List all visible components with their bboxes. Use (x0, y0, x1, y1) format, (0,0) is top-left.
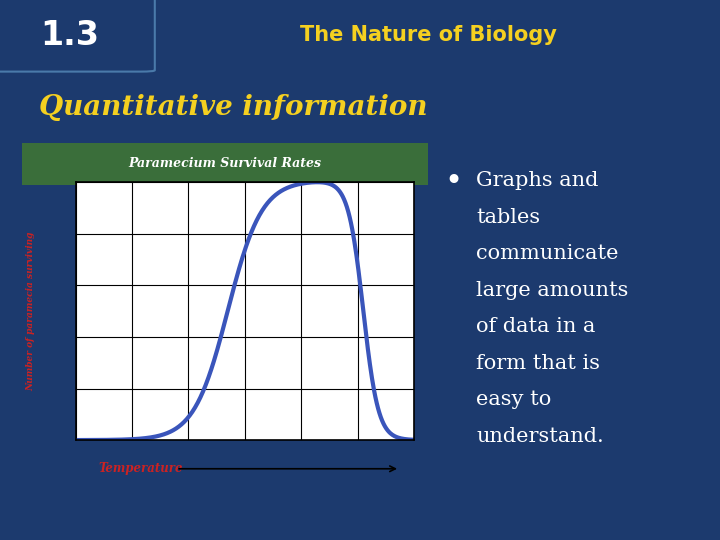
FancyBboxPatch shape (0, 0, 155, 72)
Text: Number of paramecia surviving: Number of paramecia surviving (26, 232, 35, 391)
Text: The Nature of Biology: The Nature of Biology (300, 25, 557, 45)
Text: tables: tables (477, 207, 541, 227)
Text: communicate: communicate (477, 244, 619, 263)
Text: Temperature: Temperature (99, 462, 184, 475)
Text: form that is: form that is (477, 354, 600, 373)
Text: easy to: easy to (477, 390, 552, 409)
Text: 1.3: 1.3 (40, 18, 99, 52)
Text: of data in a: of data in a (477, 318, 596, 336)
Text: Graphs and: Graphs and (477, 171, 599, 190)
Text: understand.: understand. (477, 427, 604, 446)
Text: Paramecium Survival Rates: Paramecium Survival Rates (128, 158, 322, 171)
Bar (22, 143, 428, 185)
Text: large amounts: large amounts (477, 281, 629, 300)
Text: •: • (444, 167, 462, 197)
Text: Quantitative information: Quantitative information (39, 93, 427, 120)
